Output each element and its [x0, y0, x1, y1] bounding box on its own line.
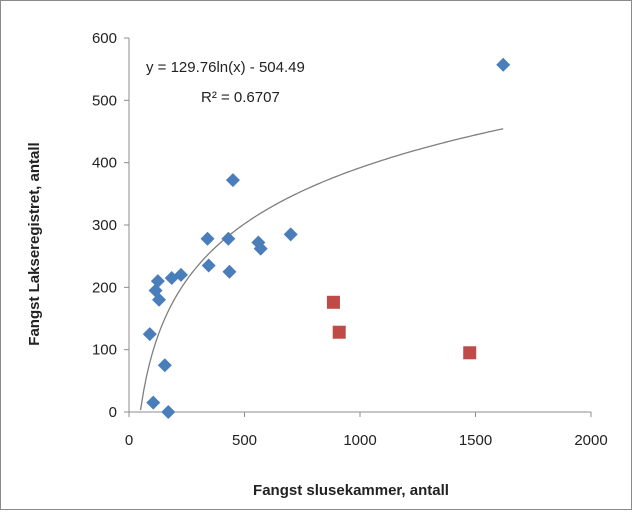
diamond-point: [152, 292, 167, 307]
y-tick-label: 0: [109, 404, 117, 421]
x-tick-label: 1500: [459, 432, 492, 449]
y-tick-label: 100: [92, 342, 117, 359]
x-tick-label: 2000: [574, 432, 607, 449]
x-axis-title: Fangst slusekammer, antall: [253, 482, 449, 499]
diamond-point: [283, 227, 298, 242]
y-tick-label: 400: [92, 155, 117, 172]
y-tick-labels: 0 100 200 300 400 500 600: [92, 30, 117, 421]
square-point: [332, 325, 346, 339]
y-axis-title: Fangst Lakseregistret, antall: [26, 142, 43, 345]
diamond-point: [201, 258, 216, 273]
y-tick-label: 500: [92, 92, 117, 109]
square-point: [326, 295, 340, 309]
r-squared-label: R² = 0.6707: [201, 89, 280, 106]
diamond-point: [142, 327, 157, 342]
data-points: [142, 57, 511, 419]
x-tick-labels: 0 500 1000 1500 2000: [125, 432, 608, 449]
trendline-equation: y = 129.76ln(x) - 504.49: [146, 59, 305, 76]
trendline: [139, 128, 504, 411]
y-tick-label: 200: [92, 279, 117, 296]
diamond-point: [225, 173, 240, 188]
axes: [124, 37, 592, 417]
y-tick-label: 600: [92, 30, 117, 47]
y-tick-label: 300: [92, 217, 117, 234]
x-tick-label: 500: [232, 432, 257, 449]
diamond-point: [161, 405, 176, 419]
diamond-point: [150, 274, 165, 289]
diamond-point: [200, 231, 215, 246]
diamond-point: [222, 264, 237, 279]
diamond-point: [221, 231, 236, 246]
x-tick-label: 0: [125, 432, 133, 449]
diamond-point: [173, 267, 188, 282]
diamond-point: [496, 57, 511, 72]
square-point: [463, 346, 477, 360]
diamond-point: [146, 395, 161, 410]
diamond-point: [157, 358, 172, 373]
x-tick-label: 1000: [343, 432, 376, 449]
diamond-point: [253, 241, 268, 256]
